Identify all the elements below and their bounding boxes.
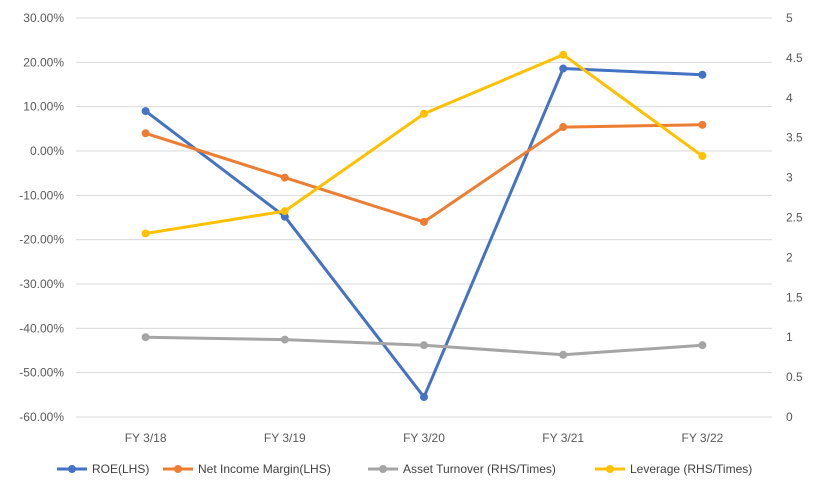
x-tick-label: FY 3/19 xyxy=(264,431,306,445)
data-point xyxy=(141,229,150,238)
data-point xyxy=(698,70,707,79)
legend-label: Net Income Margin(LHS) xyxy=(198,462,331,476)
left-tick-label: -60.00% xyxy=(19,410,64,424)
data-point xyxy=(698,341,707,350)
right-tick-label: 0.5 xyxy=(786,370,803,384)
left-tick-label: 20.00% xyxy=(23,55,64,69)
left-tick-label: 30.00% xyxy=(23,11,64,25)
left-tick-label: 0.00% xyxy=(30,144,64,158)
data-point xyxy=(420,109,428,118)
right-axis-ticks: 5 4.5 4 3.5 3 2.5 2 1.5 1 0.5 0 xyxy=(786,11,803,424)
legend-marker xyxy=(68,465,76,473)
data-point xyxy=(559,64,568,73)
legend-label: ROE(LHS) xyxy=(92,462,149,476)
legend-item: Asset Turnover (RHS/Times) xyxy=(368,462,556,476)
x-tick-label: FY 3/20 xyxy=(403,431,445,445)
gridlines xyxy=(76,17,772,418)
right-tick-label: 5 xyxy=(786,11,793,25)
data-point xyxy=(420,393,428,402)
left-axis-ticks: 30.00% 20.00% 10.00% 0.00% -10.00% -20.00% -30… xyxy=(19,11,64,424)
data-point xyxy=(559,123,568,132)
left-tick-label: -50.00% xyxy=(19,366,64,380)
right-tick-label: 0 xyxy=(786,410,793,424)
right-tick-label: 3 xyxy=(786,171,793,185)
data-point xyxy=(559,350,568,359)
x-axis-ticks: FY 3/18 FY 3/19 FY 3/20 FY 3/21 FY 3/22 xyxy=(125,431,724,445)
data-point xyxy=(141,129,150,138)
legend-marker xyxy=(606,465,614,473)
data-point xyxy=(280,173,289,182)
left-tick-label: 10.00% xyxy=(23,100,64,114)
right-tick-label: 2 xyxy=(786,250,793,264)
left-tick-label: -10.00% xyxy=(19,188,64,202)
legend: ROE(LHS) Net Income Margin(LHS) Asset Turn… xyxy=(57,462,752,476)
x-tick-label: FY 3/21 xyxy=(542,431,584,445)
right-tick-label: 4.5 xyxy=(786,51,803,65)
right-tick-label: 1.5 xyxy=(786,290,803,304)
data-point xyxy=(420,217,428,226)
left-tick-label: -30.00% xyxy=(19,277,64,291)
data-point xyxy=(280,212,289,221)
data-point xyxy=(280,335,289,344)
data-point xyxy=(698,152,707,161)
left-tick-label: -40.00% xyxy=(19,321,64,335)
data-point xyxy=(141,333,150,342)
right-tick-label: 2.5 xyxy=(786,211,803,225)
legend-label: Leverage (RHS/Times) xyxy=(630,462,752,476)
legend-item: Net Income Margin(LHS) xyxy=(163,462,331,476)
x-tick-label: FY 3/18 xyxy=(125,431,167,445)
series-line xyxy=(144,53,704,235)
series-2 xyxy=(141,120,707,226)
series-1 xyxy=(141,64,707,402)
left-tick-label: -20.00% xyxy=(19,233,64,247)
data-point xyxy=(559,50,568,59)
data-point xyxy=(698,120,707,129)
legend-marker xyxy=(379,465,387,473)
data-point xyxy=(420,341,428,350)
legend-item: Leverage (RHS/Times) xyxy=(595,462,752,476)
legend-item: ROE(LHS) xyxy=(57,462,149,476)
right-tick-label: 4 xyxy=(786,91,793,105)
series-4 xyxy=(141,50,707,238)
right-tick-label: 3.5 xyxy=(786,131,803,145)
data-point xyxy=(280,207,289,216)
series-3 xyxy=(141,333,707,359)
x-tick-label: FY 3/22 xyxy=(681,431,723,445)
legend-label: Asset Turnover (RHS/Times) xyxy=(403,462,556,476)
data-point xyxy=(141,107,150,116)
right-tick-label: 1 xyxy=(786,330,793,344)
series-group xyxy=(141,50,707,402)
legend-marker xyxy=(174,465,182,473)
